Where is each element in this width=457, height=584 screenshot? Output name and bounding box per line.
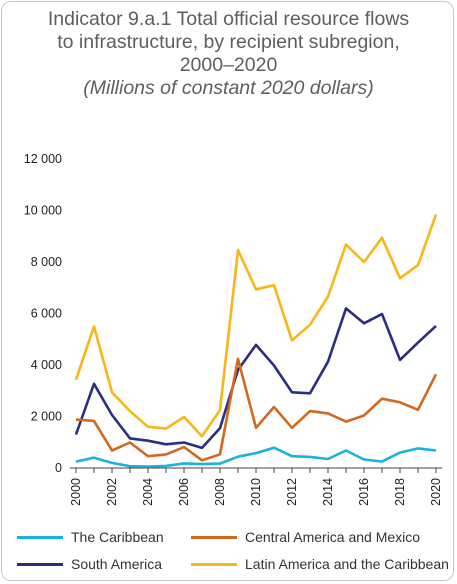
x-tick-label: 2000	[69, 478, 83, 506]
y-tick-label: 6 000	[31, 307, 62, 321]
legend-item-the-caribbean: The Caribbean	[17, 529, 164, 545]
x-tick-label: 2020	[429, 478, 443, 506]
legend-label-central-america-and-mexico: Central America and Mexico	[245, 529, 421, 545]
series-line-south-america	[74, 307, 437, 450]
legend-item-latin-america-and-the-caribbean: Latin America and the Caribbean	[191, 556, 449, 572]
x-tick-label: 2012	[285, 478, 299, 506]
chart-title-line-3: 2000–2020	[179, 54, 278, 76]
y-tick-label: 2 000	[31, 410, 62, 424]
y-tick-label: 10 000	[24, 204, 62, 218]
y-tick-label: 12 000	[24, 152, 62, 166]
chart-title: Indicator 9.a.1 Total official resource …	[2, 8, 455, 100]
legend-label-the-caribbean: The Caribbean	[71, 529, 164, 545]
chart-title-line-1: Indicator 9.a.1 Total official resource …	[47, 8, 410, 30]
legend-swatch-latin-america-and-the-caribbean	[191, 562, 237, 566]
y-axis-ticks: 0 2 000 4 000 6 000 8 000 10 000 12 000	[24, 152, 62, 475]
legend-swatch-south-america	[17, 562, 63, 566]
y-tick-label: 0	[55, 461, 62, 475]
legend: The Caribbean Central America and Mexico…	[17, 529, 457, 583]
y-tick-label: 8 000	[31, 255, 62, 269]
x-tick-label: 2002	[105, 478, 119, 506]
chart-title-line-2: to infrastructure, by recipient subregio…	[57, 31, 400, 53]
y-tick-label: 4 000	[31, 358, 62, 372]
x-tick-label: 2008	[213, 478, 227, 506]
x-tick-label: 2016	[357, 478, 371, 506]
x-tick-label: 2010	[249, 478, 263, 506]
x-tick-label: 2006	[177, 478, 191, 506]
legend-label-south-america: South America	[71, 556, 163, 572]
legend-label-latin-america-and-the-caribbean: Latin America and the Caribbean	[245, 556, 449, 572]
x-tick-label: 2018	[393, 478, 407, 506]
x-tick-label: 2014	[321, 478, 335, 506]
series-lines	[74, 214, 438, 468]
series-line-central-america-and-mexico	[75, 357, 438, 462]
series-line-the-caribbean	[75, 446, 437, 468]
legend-item-south-america: South America	[17, 556, 162, 572]
legend-swatch-central-america-and-mexico	[191, 535, 237, 539]
legend-item-central-america-and-mexico: Central America and Mexico	[191, 529, 420, 545]
series-line-latin-america-and-the-caribbean	[74, 214, 438, 438]
x-axis-ticks: 2000 2002 2004 2006 2008 2010 2012 2014 2016 2018…	[69, 468, 443, 506]
chart-subtitle: (Millions of constant 2020 dollars)	[83, 77, 374, 99]
legend-swatch-the-caribbean	[17, 535, 63, 539]
x-tick-label: 2004	[141, 478, 155, 506]
